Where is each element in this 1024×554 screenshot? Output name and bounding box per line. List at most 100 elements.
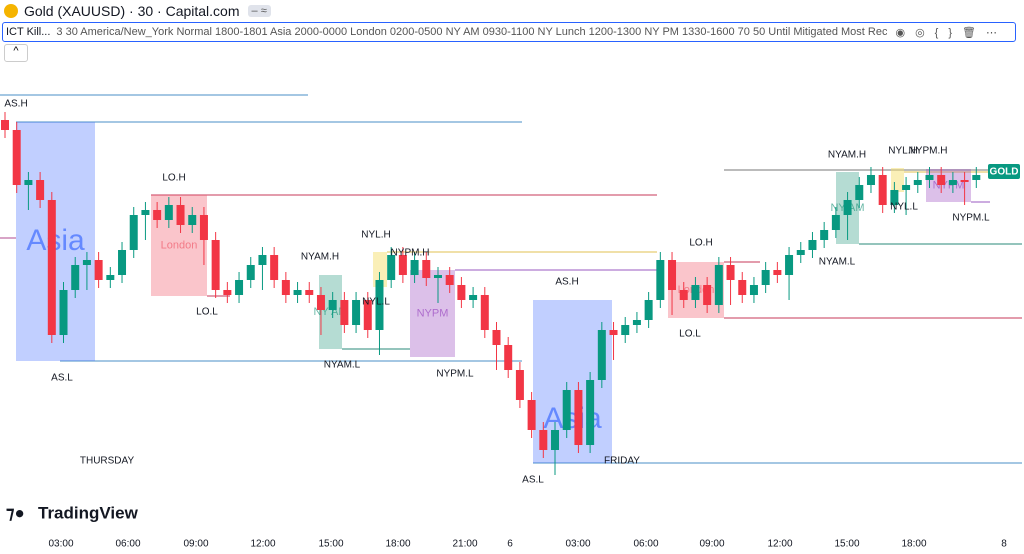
candle-body [480, 295, 489, 330]
candle-body [422, 260, 431, 278]
session-label: NYPM [417, 307, 449, 319]
candle-body [855, 185, 864, 200]
level-label: NYAM.H [301, 252, 339, 263]
candle-body [691, 285, 700, 300]
time-axis-label: 03:00 [565, 539, 590, 550]
candle-body [808, 240, 817, 250]
candle-body [293, 290, 302, 295]
candle-body [246, 265, 255, 280]
indicator-name[interactable]: ICT Kill... [6, 26, 51, 38]
candle-body [761, 270, 770, 285]
candle-body [457, 285, 466, 300]
session-label: London [161, 239, 198, 251]
candle-body [387, 255, 396, 280]
candle-body [141, 210, 150, 215]
time-axis-label: 18:00 [385, 539, 410, 550]
candle-body [12, 130, 21, 185]
candle-body [82, 260, 91, 265]
session-box [16, 122, 95, 361]
candle-body [714, 265, 723, 305]
indicator-params: 3 30 America/New_York Normal 1800-1801 A… [56, 26, 888, 38]
time-axis-label: 15:00 [834, 539, 859, 550]
candle-body [738, 280, 747, 295]
candle-body [258, 255, 267, 265]
level-label: NYL.H [888, 146, 917, 157]
session-box [668, 262, 724, 318]
symbol-title[interactable]: Gold (XAUUSD) · 30 · Capital.com [24, 3, 240, 19]
indicator-actions[interactable]: ◉◎{}🗑⋯ [895, 26, 1007, 39]
candle-body [609, 330, 618, 335]
candle-body [153, 210, 162, 220]
candle-body [551, 430, 560, 450]
candle-body [574, 390, 583, 445]
candle-body [328, 300, 337, 310]
nyl-box [891, 168, 904, 192]
candle-body [176, 205, 185, 225]
time-axis-label: 18:00 [901, 539, 926, 550]
time-axis-label: 15:00 [318, 539, 343, 550]
level-label: LO.L [679, 329, 701, 340]
candle-body [831, 215, 840, 230]
header: Gold (XAUUSD) · 30 · Capital.com – ≈ [0, 0, 1024, 22]
candle-body [703, 285, 712, 305]
candle-body [562, 390, 571, 430]
candle-body [948, 180, 957, 185]
candle-body [118, 250, 127, 275]
day-label: FRIDAY [604, 456, 640, 467]
candle-body [188, 215, 197, 225]
level-label: NYAM.H [828, 150, 866, 161]
candle-body [164, 205, 173, 220]
price-tag-bg [988, 164, 1020, 179]
candle-body [71, 265, 80, 290]
candle-body [621, 325, 630, 335]
time-axis-label: 12:00 [767, 539, 792, 550]
candle-body [59, 290, 68, 335]
candle-body [527, 400, 536, 430]
candle-body [211, 240, 220, 290]
level-label: NYL.L [890, 202, 918, 213]
candle-body [305, 290, 314, 295]
candle-body [375, 280, 384, 330]
session-box [836, 172, 859, 244]
time-axis-label: 06:00 [115, 539, 140, 550]
level-label: NYAM.L [324, 360, 361, 371]
logo-mark: ⁊● [6, 503, 25, 522]
candle-body [1, 120, 9, 130]
candle-body [223, 290, 232, 295]
candle-body [469, 295, 478, 300]
session-label: Asia [543, 402, 602, 435]
time-axis-label: 6 [507, 539, 513, 550]
candle-body [890, 190, 899, 205]
candle-body [960, 180, 969, 182]
candle-body [597, 330, 606, 380]
session-label: London [678, 284, 715, 296]
time-axis-label: 03:00 [48, 539, 73, 550]
candle-body [94, 260, 103, 280]
candle-body [24, 180, 33, 185]
candle-body [656, 260, 665, 300]
candle-body [586, 380, 595, 445]
candle-body [937, 175, 946, 185]
candle-body [515, 370, 524, 400]
session-box [151, 195, 207, 296]
session-box [533, 300, 612, 463]
candle-body [878, 175, 887, 205]
time-axis-label: 21:00 [452, 539, 477, 550]
candle-body [785, 255, 794, 275]
candle-body [632, 320, 641, 325]
candle-body [820, 230, 829, 240]
candle-body [316, 295, 325, 310]
level-label: AS.H [4, 99, 27, 110]
price-tag: GOLD [990, 167, 1019, 178]
level-label: LO.H [689, 238, 712, 249]
candle-body [398, 255, 407, 275]
candle-body [644, 300, 653, 320]
nyl-box [373, 252, 387, 287]
level-label: NYPM.L [436, 369, 474, 380]
session-box [926, 169, 971, 202]
session-label: Asia [26, 224, 85, 257]
candle-body [749, 285, 758, 295]
collapse-button[interactable]: ^ [4, 44, 28, 62]
candle-body [773, 270, 782, 275]
